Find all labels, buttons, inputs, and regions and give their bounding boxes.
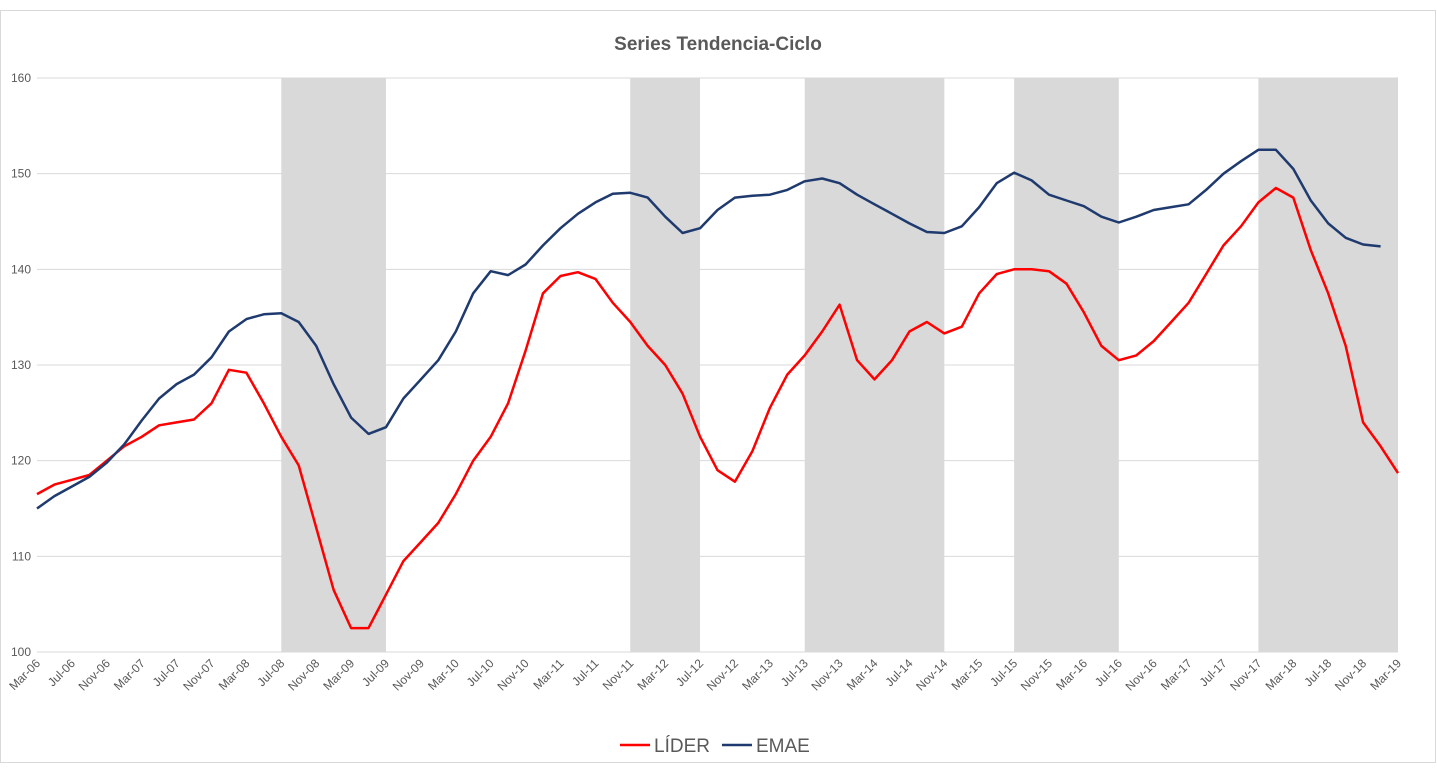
- legend-label: EMAE: [756, 736, 810, 757]
- y-tick-label: 130: [11, 358, 31, 372]
- y-tick-label: 110: [12, 549, 31, 563]
- chart-frame: [0, 10, 1436, 763]
- legend-label: LÍDER: [654, 736, 710, 757]
- y-tick-label: 150: [11, 167, 31, 181]
- line-series: [36, 148, 1381, 510]
- y-tick-label: 120: [11, 454, 31, 468]
- y-tick-label: 140: [11, 262, 31, 276]
- chart-title: Series Tendencia-Ciclo: [614, 34, 822, 55]
- line-series: [36, 186, 1400, 630]
- y-tick-label: 100: [11, 645, 31, 659]
- y-tick-label: 160: [11, 71, 31, 85]
